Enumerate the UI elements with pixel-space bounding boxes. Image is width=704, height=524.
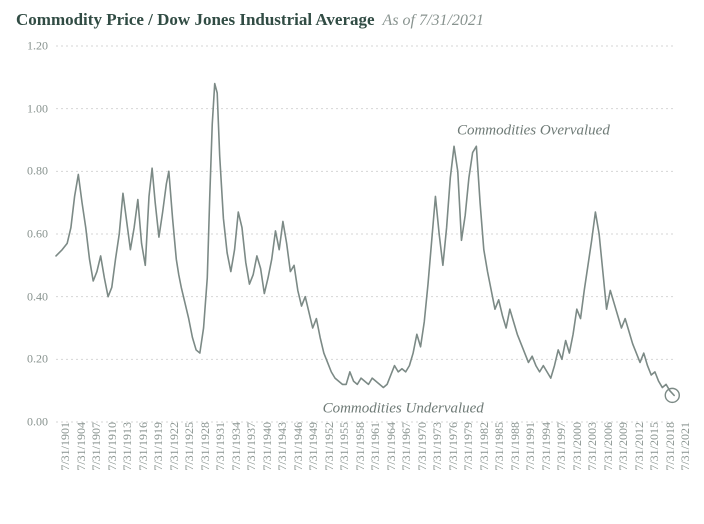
x-tick-label: 7/31/1934 bbox=[227, 422, 244, 471]
chart-title-row: Commodity Price / Dow Jones Industrial A… bbox=[16, 10, 484, 30]
x-tick-label: 7/31/1910 bbox=[103, 422, 120, 471]
x-tick-label: 7/31/2003 bbox=[583, 422, 600, 471]
x-tick-label: 7/31/1949 bbox=[304, 422, 321, 471]
x-tick-label: 7/31/1988 bbox=[506, 422, 523, 471]
x-tick-label: 7/31/1931 bbox=[211, 422, 228, 471]
x-tick-label: 7/31/2012 bbox=[630, 422, 647, 471]
y-tick-label: 0.40 bbox=[27, 289, 56, 304]
x-tick-label: 7/31/1964 bbox=[382, 422, 399, 471]
x-tick-label: 7/31/1970 bbox=[413, 422, 430, 471]
x-tick-label: 7/31/1958 bbox=[351, 422, 368, 471]
x-tick-label: 7/31/1919 bbox=[149, 422, 166, 471]
y-tick-label: 0.20 bbox=[27, 352, 56, 367]
x-tick-label: 7/31/1925 bbox=[180, 422, 197, 471]
x-tick-label: 7/31/1922 bbox=[165, 422, 182, 471]
x-tick-label: 7/31/1979 bbox=[459, 422, 476, 471]
x-tick-label: 7/31/1991 bbox=[521, 422, 538, 471]
x-tick-label: 7/31/1952 bbox=[320, 422, 337, 471]
end-highlight-circle bbox=[665, 388, 679, 402]
x-tick-label: 7/31/2015 bbox=[645, 422, 662, 471]
x-tick-label: 7/31/1982 bbox=[475, 422, 492, 471]
y-tick-label: 1.20 bbox=[27, 39, 56, 54]
x-tick-label: 7/31/2021 bbox=[676, 422, 693, 471]
x-tick-label: 7/31/1976 bbox=[444, 422, 461, 471]
x-tick-label: 7/31/1913 bbox=[118, 422, 135, 471]
chart-annotation: Commodities Overvalued bbox=[457, 122, 610, 139]
x-tick-label: 7/31/2006 bbox=[599, 422, 616, 471]
chart-title: Commodity Price / Dow Jones Industrial A… bbox=[16, 10, 375, 30]
x-tick-label: 7/31/1904 bbox=[72, 422, 89, 471]
x-tick-label: 7/31/1940 bbox=[258, 422, 275, 471]
x-tick-label: 7/31/1985 bbox=[490, 422, 507, 471]
x-tick-label: 7/31/1994 bbox=[537, 422, 554, 471]
y-tick-label: 0.80 bbox=[27, 164, 56, 179]
plot-svg bbox=[56, 46, 676, 422]
chart-subtitle: As of 7/31/2021 bbox=[383, 12, 484, 30]
x-tick-label: 7/31/1937 bbox=[242, 422, 259, 471]
x-tick-label: 7/31/1928 bbox=[196, 422, 213, 471]
x-tick-label: 7/31/2009 bbox=[614, 422, 631, 471]
chart-container: Commodity Price / Dow Jones Industrial A… bbox=[0, 0, 704, 524]
x-tick-label: 7/31/1916 bbox=[134, 422, 151, 471]
chart-annotation: Commodities Undervalued bbox=[323, 401, 484, 418]
x-tick-label: 7/31/1901 bbox=[56, 422, 73, 471]
y-tick-label: 1.00 bbox=[27, 101, 56, 116]
x-tick-label: 7/31/2000 bbox=[568, 422, 585, 471]
y-tick-label: 0.00 bbox=[27, 415, 56, 430]
plot-area: 0.000.200.400.600.801.001.207/31/19017/3… bbox=[56, 46, 676, 422]
x-tick-label: 7/31/1946 bbox=[289, 422, 306, 471]
x-tick-label: 7/31/1973 bbox=[428, 422, 445, 471]
x-tick-label: 7/31/1907 bbox=[87, 422, 104, 471]
x-tick-label: 7/31/1955 bbox=[335, 422, 352, 471]
x-tick-label: 7/31/1967 bbox=[397, 422, 414, 471]
x-tick-label: 7/31/1997 bbox=[552, 422, 569, 471]
y-tick-label: 0.60 bbox=[27, 227, 56, 242]
x-tick-label: 7/31/1943 bbox=[273, 422, 290, 471]
x-tick-label: 7/31/2018 bbox=[661, 422, 678, 471]
x-tick-label: 7/31/1961 bbox=[366, 422, 383, 471]
